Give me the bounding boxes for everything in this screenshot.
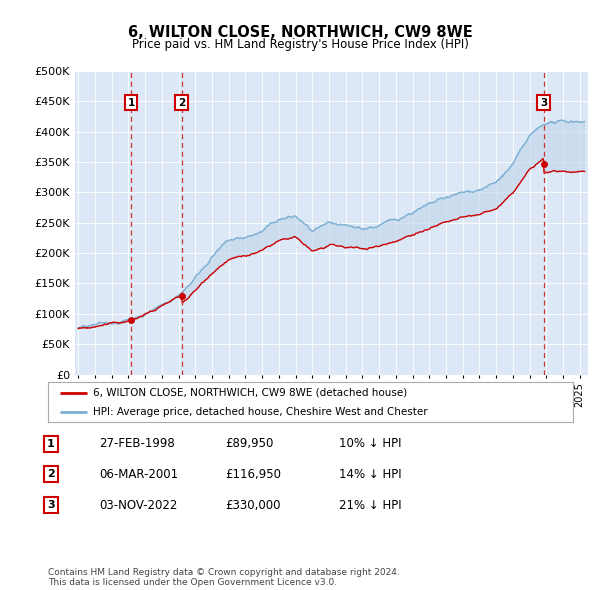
Text: 21% ↓ HPI: 21% ↓ HPI: [339, 499, 401, 512]
Text: 27-FEB-1998: 27-FEB-1998: [99, 437, 175, 450]
Text: 1: 1: [127, 98, 134, 108]
Text: 2: 2: [47, 470, 55, 479]
Text: £330,000: £330,000: [225, 499, 281, 512]
Text: 10% ↓ HPI: 10% ↓ HPI: [339, 437, 401, 450]
Text: 14% ↓ HPI: 14% ↓ HPI: [339, 468, 401, 481]
Text: 3: 3: [540, 98, 547, 108]
Text: 06-MAR-2001: 06-MAR-2001: [99, 468, 178, 481]
Text: 2: 2: [178, 98, 185, 108]
Text: 1: 1: [47, 439, 55, 448]
Text: Contains HM Land Registry data © Crown copyright and database right 2024.
This d: Contains HM Land Registry data © Crown c…: [48, 568, 400, 587]
Text: HPI: Average price, detached house, Cheshire West and Chester: HPI: Average price, detached house, Ches…: [92, 407, 427, 417]
Text: Price paid vs. HM Land Registry's House Price Index (HPI): Price paid vs. HM Land Registry's House …: [131, 38, 469, 51]
Text: £89,950: £89,950: [225, 437, 274, 450]
Text: 6, WILTON CLOSE, NORTHWICH, CW9 8WE: 6, WILTON CLOSE, NORTHWICH, CW9 8WE: [128, 25, 472, 40]
Text: 6, WILTON CLOSE, NORTHWICH, CW9 8WE (detached house): 6, WILTON CLOSE, NORTHWICH, CW9 8WE (det…: [92, 388, 407, 398]
Text: £116,950: £116,950: [225, 468, 281, 481]
Text: 03-NOV-2022: 03-NOV-2022: [99, 499, 178, 512]
Text: 3: 3: [47, 500, 55, 510]
